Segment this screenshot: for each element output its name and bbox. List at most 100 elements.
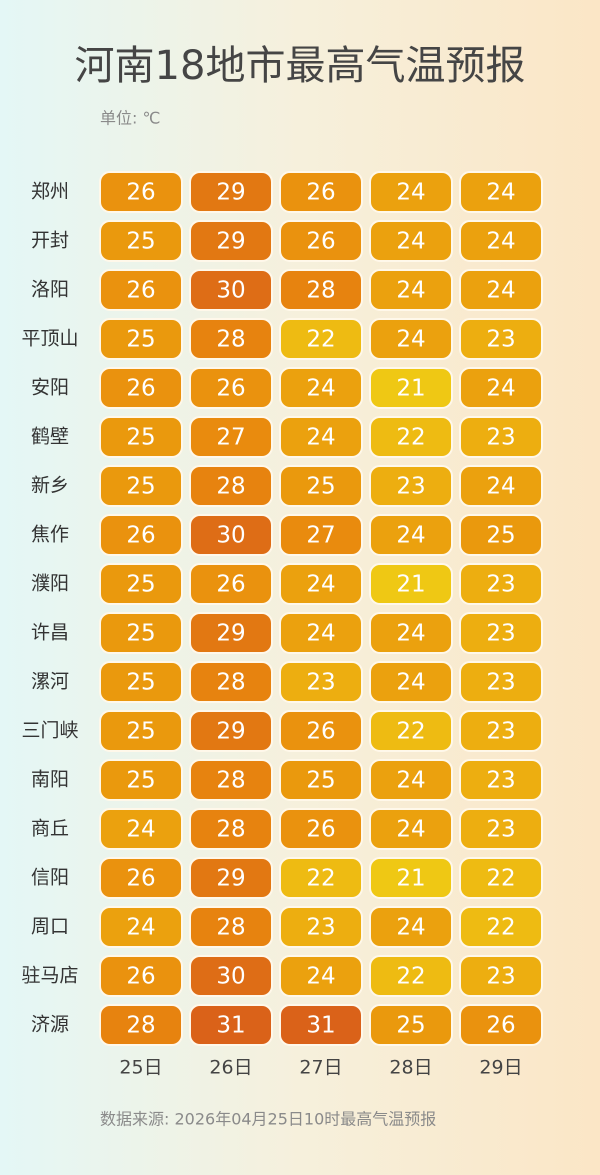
cell bbox=[369, 220, 453, 262]
cell bbox=[459, 220, 543, 262]
cell bbox=[369, 1004, 453, 1046]
cell bbox=[459, 1004, 543, 1046]
cell bbox=[99, 563, 183, 605]
row-label: 漯河 bbox=[31, 671, 69, 693]
row-label: 新乡 bbox=[31, 475, 69, 497]
chart-title: 河南18地市最高气温预报 bbox=[75, 43, 526, 89]
cell bbox=[369, 171, 453, 213]
cell-value: 26 bbox=[306, 229, 335, 255]
cell-value: 22 bbox=[396, 719, 425, 745]
cell bbox=[189, 465, 273, 507]
cell bbox=[459, 171, 543, 213]
cell-value: 25 bbox=[306, 474, 335, 500]
cell bbox=[459, 612, 543, 654]
cell-value: 22 bbox=[396, 425, 425, 451]
cell bbox=[99, 269, 183, 311]
cell-value: 23 bbox=[486, 768, 515, 794]
cell-value: 27 bbox=[216, 425, 245, 451]
row-label: 商丘 bbox=[31, 818, 69, 840]
cell-value: 26 bbox=[126, 523, 155, 549]
cell bbox=[369, 906, 453, 948]
column-label: 29日 bbox=[479, 1057, 522, 1079]
cell-value: 23 bbox=[486, 719, 515, 745]
cell bbox=[279, 759, 363, 801]
cell-value: 24 bbox=[396, 229, 425, 255]
column-label: 27日 bbox=[299, 1057, 342, 1079]
cell-value: 24 bbox=[486, 180, 515, 206]
row-label: 三门峡 bbox=[21, 720, 78, 742]
column-label: 25日 bbox=[119, 1057, 162, 1079]
cell bbox=[189, 710, 273, 752]
cell-value: 24 bbox=[306, 376, 335, 402]
cell bbox=[369, 514, 453, 556]
row-label: 许昌 bbox=[31, 622, 69, 644]
cell-value: 23 bbox=[306, 670, 335, 696]
cell-value: 24 bbox=[486, 278, 515, 304]
cell-value: 23 bbox=[306, 915, 335, 941]
cell bbox=[99, 710, 183, 752]
cell bbox=[279, 171, 363, 213]
cell bbox=[459, 808, 543, 850]
cell-value: 28 bbox=[306, 278, 335, 304]
cell bbox=[99, 416, 183, 458]
cell-value: 26 bbox=[126, 866, 155, 892]
cell bbox=[189, 416, 273, 458]
row-label: 信阳 bbox=[31, 867, 69, 889]
cell bbox=[189, 514, 273, 556]
row-label: 鹤壁 bbox=[31, 426, 69, 448]
cell bbox=[99, 661, 183, 703]
cell bbox=[459, 367, 543, 409]
cell bbox=[189, 318, 273, 360]
cell-value: 21 bbox=[396, 866, 425, 892]
cell bbox=[279, 710, 363, 752]
cell-value: 26 bbox=[216, 376, 245, 402]
cell-value: 25 bbox=[126, 229, 155, 255]
cell-value: 28 bbox=[216, 670, 245, 696]
row-label: 濮阳 bbox=[31, 573, 69, 595]
cell-value: 30 bbox=[216, 523, 245, 549]
cell bbox=[189, 759, 273, 801]
cell bbox=[279, 857, 363, 899]
cell bbox=[279, 514, 363, 556]
cell-value: 25 bbox=[126, 327, 155, 353]
cell bbox=[369, 318, 453, 360]
cell-value: 28 bbox=[216, 915, 245, 941]
cell bbox=[369, 759, 453, 801]
cell bbox=[279, 416, 363, 458]
cell bbox=[459, 661, 543, 703]
cell bbox=[459, 318, 543, 360]
cell-value: 31 bbox=[216, 1013, 245, 1039]
cell-value: 24 bbox=[486, 474, 515, 500]
cell-value: 30 bbox=[216, 964, 245, 990]
cell bbox=[99, 808, 183, 850]
column-label: 28日 bbox=[389, 1057, 432, 1079]
cell-value: 24 bbox=[396, 180, 425, 206]
row-label: 平顶山 bbox=[21, 328, 78, 350]
cell bbox=[189, 612, 273, 654]
cell-value: 26 bbox=[216, 572, 245, 598]
cell bbox=[189, 906, 273, 948]
cell bbox=[369, 612, 453, 654]
cell bbox=[459, 465, 543, 507]
cell bbox=[99, 514, 183, 556]
row-label: 郑州 bbox=[31, 181, 69, 203]
row-label: 驻马店 bbox=[21, 965, 78, 987]
cell bbox=[279, 367, 363, 409]
cell-value: 26 bbox=[306, 719, 335, 745]
cell-value: 29 bbox=[216, 621, 245, 647]
cell bbox=[369, 808, 453, 850]
row-label: 开封 bbox=[31, 230, 69, 252]
cell bbox=[279, 661, 363, 703]
cell bbox=[99, 857, 183, 899]
cell-value: 22 bbox=[486, 915, 515, 941]
cell bbox=[99, 465, 183, 507]
cell-value: 27 bbox=[306, 523, 335, 549]
cell-value: 25 bbox=[396, 1013, 425, 1039]
cell bbox=[369, 661, 453, 703]
row-label: 洛阳 bbox=[31, 279, 69, 301]
cell bbox=[279, 906, 363, 948]
cell bbox=[99, 367, 183, 409]
cell-value: 22 bbox=[396, 964, 425, 990]
cell-value: 21 bbox=[396, 376, 425, 402]
